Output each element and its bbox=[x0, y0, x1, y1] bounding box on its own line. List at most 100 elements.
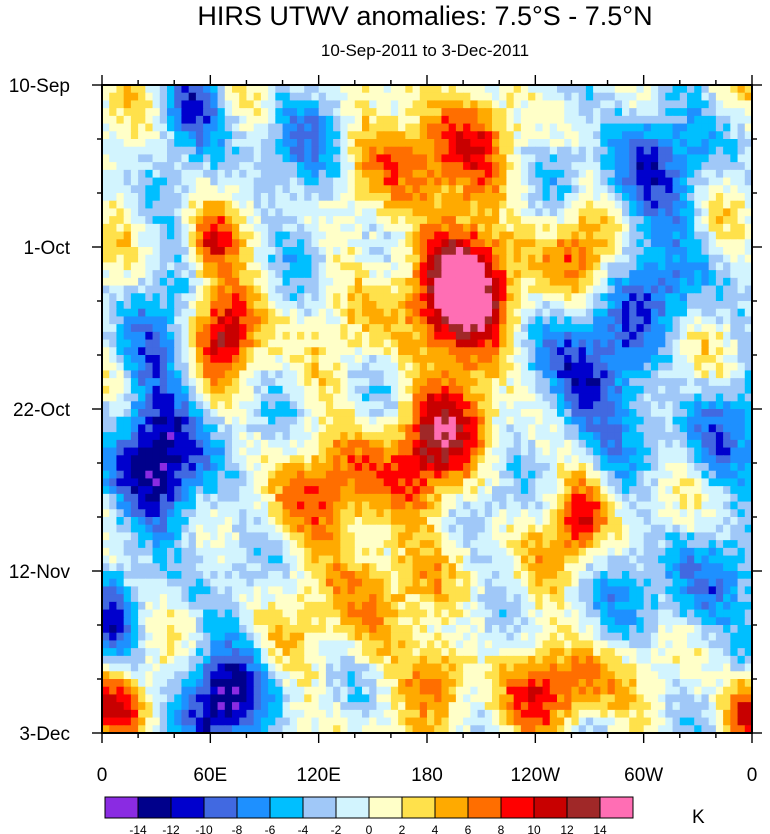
heatmap-cell bbox=[679, 169, 688, 179]
heatmap-cell bbox=[138, 285, 146, 294]
heatmap-cell bbox=[542, 409, 551, 418]
heatmap-cell bbox=[629, 85, 638, 94]
heatmap-cell bbox=[116, 432, 125, 441]
heatmap-cell bbox=[549, 493, 558, 503]
heatmap-cell bbox=[730, 439, 739, 449]
heatmap-cell bbox=[455, 270, 464, 279]
heatmap-cell bbox=[427, 463, 435, 472]
heatmap-cell bbox=[455, 139, 464, 148]
heatmap-cell bbox=[614, 324, 623, 333]
heatmap-cell bbox=[210, 432, 219, 441]
heatmap-cell bbox=[737, 324, 746, 333]
heatmap-cell bbox=[520, 169, 529, 179]
heatmap-cell bbox=[622, 455, 630, 464]
heatmap-cell bbox=[159, 501, 168, 510]
heatmap-cell bbox=[448, 247, 457, 256]
heatmap-cell bbox=[564, 439, 573, 449]
heatmap-cell bbox=[203, 208, 211, 217]
heatmap-cell bbox=[318, 131, 327, 140]
heatmap-cell bbox=[232, 185, 240, 194]
heatmap-cell bbox=[737, 115, 746, 125]
heatmap-cell bbox=[571, 424, 580, 433]
heatmap-cell bbox=[390, 501, 399, 510]
heatmap-cell bbox=[152, 123, 161, 132]
heatmap-cell bbox=[239, 509, 248, 518]
heatmap-cell bbox=[701, 501, 710, 510]
heatmap-cell bbox=[138, 393, 146, 402]
heatmap-cell bbox=[224, 254, 233, 264]
heatmap-cell bbox=[492, 339, 500, 348]
heatmap-cell bbox=[239, 470, 248, 480]
heatmap-cell bbox=[217, 355, 226, 364]
heatmap-cell bbox=[593, 169, 601, 179]
heatmap-cell bbox=[325, 247, 334, 256]
heatmap-cell bbox=[297, 162, 305, 171]
heatmap-cell bbox=[354, 509, 363, 518]
heatmap-cell bbox=[419, 509, 428, 518]
heatmap-cell bbox=[578, 401, 587, 410]
heatmap-cell bbox=[224, 154, 233, 163]
heatmap-cell bbox=[383, 200, 392, 210]
heatmap-cell bbox=[224, 308, 233, 318]
heatmap-cell bbox=[463, 416, 471, 426]
heatmap-cell bbox=[340, 270, 349, 279]
heatmap-cell bbox=[239, 378, 248, 387]
heatmap-cell bbox=[181, 216, 190, 225]
heatmap-cell bbox=[217, 316, 226, 325]
heatmap-cell bbox=[520, 239, 529, 248]
heatmap-cell bbox=[622, 355, 630, 364]
heatmap-cell bbox=[650, 409, 659, 418]
heatmap-cell bbox=[253, 223, 262, 233]
heatmap-cell bbox=[564, 247, 573, 256]
heatmap-cell bbox=[650, 301, 659, 310]
heatmap-cell bbox=[260, 370, 269, 379]
heatmap-cell bbox=[701, 463, 710, 472]
heatmap-cell bbox=[650, 193, 659, 202]
heatmap-cell bbox=[383, 185, 392, 194]
heatmap-cell bbox=[730, 416, 739, 426]
heatmap-cell bbox=[723, 501, 731, 510]
heatmap-cell bbox=[297, 455, 305, 464]
heatmap-cell bbox=[484, 247, 493, 256]
heatmap-cell bbox=[665, 385, 674, 395]
heatmap-cell bbox=[102, 208, 110, 217]
heatmap-cell bbox=[224, 362, 233, 372]
heatmap-cell bbox=[246, 146, 255, 156]
heatmap-cell bbox=[477, 447, 486, 456]
heatmap-cell bbox=[448, 169, 457, 179]
heatmap-cell bbox=[578, 200, 587, 210]
heatmap-cell bbox=[333, 324, 341, 333]
heatmap-cell bbox=[448, 378, 457, 387]
heatmap-cell bbox=[275, 331, 284, 341]
heatmap-cell bbox=[520, 154, 529, 163]
heatmap-cell bbox=[412, 409, 421, 418]
heatmap-cell bbox=[578, 277, 587, 287]
heatmap-cell bbox=[253, 432, 262, 441]
heatmap-cell bbox=[499, 100, 508, 109]
heatmap-cell bbox=[210, 162, 219, 171]
heatmap-cell bbox=[109, 262, 118, 271]
heatmap-cell bbox=[434, 347, 443, 356]
heatmap-cell bbox=[325, 193, 334, 202]
heatmap-cell bbox=[390, 393, 399, 402]
heatmap-cell bbox=[116, 393, 125, 402]
heatmap-cell bbox=[593, 277, 601, 287]
heatmap-cell bbox=[123, 223, 132, 233]
heatmap-cell bbox=[614, 115, 623, 125]
heatmap-cell bbox=[672, 293, 681, 302]
heatmap-cell bbox=[419, 247, 428, 256]
heatmap-cell bbox=[571, 277, 580, 287]
heatmap-cell bbox=[723, 115, 731, 125]
heatmap-cell bbox=[715, 370, 724, 379]
heatmap-cell bbox=[513, 223, 522, 233]
heatmap-cell bbox=[383, 362, 392, 372]
heatmap-cell bbox=[333, 223, 341, 233]
heatmap-cell bbox=[419, 262, 428, 271]
heatmap-cell bbox=[268, 470, 276, 480]
heatmap-cell bbox=[419, 447, 428, 456]
heatmap-cell bbox=[145, 378, 154, 387]
heatmap-cell bbox=[528, 470, 536, 480]
heatmap-cell bbox=[333, 439, 341, 449]
heatmap-cell bbox=[463, 424, 471, 433]
heatmap-cell bbox=[477, 339, 486, 348]
